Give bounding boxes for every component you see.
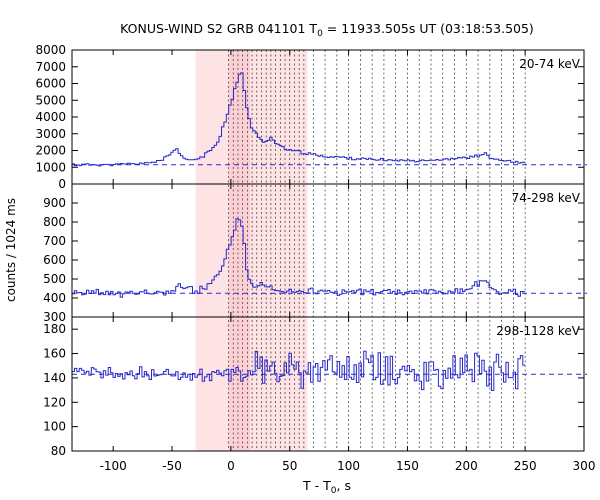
y-tick-label-2-0: 80 (51, 444, 66, 458)
x-tick-label-3: 50 (282, 459, 297, 473)
energy-band-label-0: 20-74 keV (519, 57, 581, 71)
x-axis-label-rest: , s (337, 478, 351, 493)
y-tick-label-0-8: 8000 (35, 43, 66, 57)
light-curve-1 (72, 218, 526, 298)
light-curve-0 (72, 72, 526, 167)
y-tick-label-0-2: 2000 (35, 144, 66, 158)
y-tick-label-1-6: 900 (43, 196, 66, 210)
y-tick-label-2-3: 140 (43, 371, 66, 385)
chart-title: KONUS-WIND S2 GRB 041101 T0 = 11933.505s… (120, 21, 534, 39)
energy-band-label-2: 298-1128 keV (496, 324, 580, 338)
y-tick-label-2-5: 180 (43, 322, 66, 336)
y-tick-label-2-2: 120 (43, 395, 66, 409)
x-tick-label-7: 250 (514, 459, 537, 473)
y-tick-label-0-1: 1000 (35, 160, 66, 174)
shaded-interval-outer (195, 50, 308, 451)
y-tick-label-0-3: 3000 (35, 127, 66, 141)
y-tick-label-2-1: 100 (43, 420, 66, 434)
y-tick-label-1-2: 500 (43, 272, 66, 286)
y-tick-label-1-5: 800 (43, 215, 66, 229)
y-tick-label-1-1: 400 (43, 291, 66, 305)
chart-title-subscript: 0 (317, 29, 323, 39)
y-axis-label: counts / 1024 ms (4, 198, 18, 302)
y-tick-label-2-4: 160 (43, 347, 66, 361)
x-tick-label-1: -50 (162, 459, 182, 473)
light-curve-2 (72, 350, 526, 391)
y-tick-label-1-3: 600 (43, 253, 66, 267)
x-tick-label-0: -100 (100, 459, 127, 473)
x-tick-label-4: 100 (337, 459, 360, 473)
y-tick-label-0-4: 4000 (35, 110, 66, 124)
chart-title-main: KONUS-WIND S2 GRB 041101 T (120, 21, 317, 36)
y-tick-label-0-7: 7000 (35, 60, 66, 74)
y-tick-label-0-0: 0 (58, 177, 66, 191)
chart-title-rest: = 11933.505s UT (03:18:53.505) (323, 21, 534, 36)
panel-frame-2 (71, 316, 585, 452)
y-tick-label-1-0: 300 (43, 310, 66, 324)
y-tick-label-1-4: 700 (43, 234, 66, 248)
y-tick-label-0-6: 6000 (35, 77, 66, 91)
x-tick-label-8: 300 (573, 459, 596, 473)
x-axis-label: T - T0, s (302, 478, 351, 496)
panel-frame-0 (71, 49, 585, 185)
x-axis-label-subscript: 0 (331, 486, 337, 496)
y-tick-label-0-5: 5000 (35, 93, 66, 107)
x-tick-label-2: 0 (227, 459, 235, 473)
x-tick-label-5: 150 (396, 459, 419, 473)
shaded-interval-inner (228, 50, 250, 451)
x-axis-label-main: T - T (302, 478, 331, 493)
panel-frame-1 (71, 183, 585, 318)
x-tick-label-6: 200 (455, 459, 478, 473)
energy-band-label-1: 74-298 keV (512, 191, 581, 205)
